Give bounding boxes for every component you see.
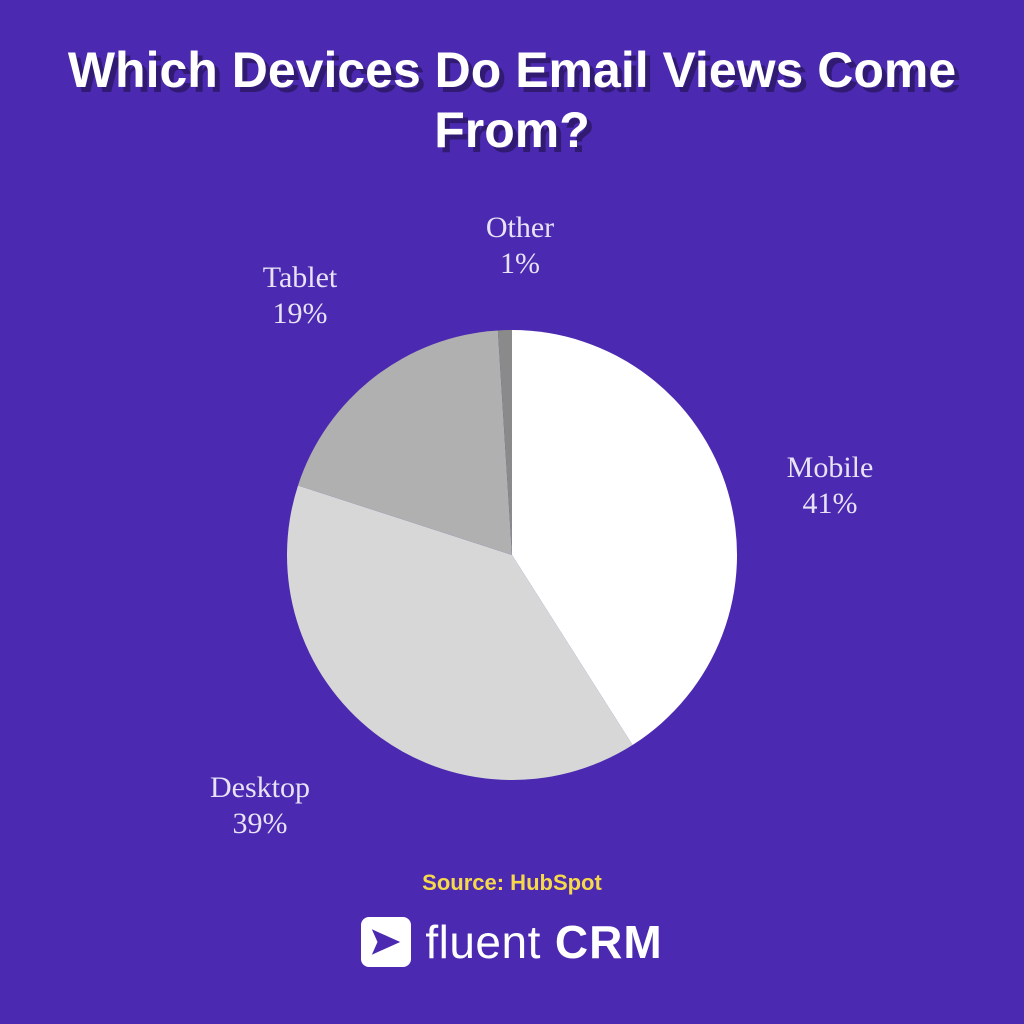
- slice-label-tablet: Tablet 19%: [190, 260, 410, 332]
- slice-label-pct: 19%: [190, 296, 410, 332]
- slice-label-text: Mobile: [720, 450, 940, 486]
- slice-label-text: Other: [410, 210, 630, 246]
- brand-inner: fluent CRM: [361, 915, 662, 969]
- pie-chart: [287, 330, 737, 785]
- brand-logo-icon: [361, 917, 411, 967]
- slice-label-pct: 1%: [410, 246, 630, 282]
- infographic-canvas: Which Devices Do Email Views Come From? …: [0, 0, 1024, 1024]
- brand-footer: fluent CRM: [0, 915, 1024, 969]
- slice-label-other: Other 1%: [410, 210, 630, 282]
- source-text: Source: HubSpot: [422, 870, 602, 895]
- brand-word-fluent: fluent: [425, 915, 541, 969]
- slice-label-text: Tablet: [190, 260, 410, 296]
- slice-label-desktop: Desktop 39%: [150, 770, 370, 842]
- slice-label-pct: 39%: [150, 806, 370, 842]
- paper-plane-icon: [369, 925, 403, 959]
- slice-label-mobile: Mobile 41%: [720, 450, 940, 522]
- source-attribution: Source: HubSpot: [0, 870, 1024, 896]
- chart-title: Which Devices Do Email Views Come From?: [0, 40, 1024, 160]
- slice-label-text: Desktop: [150, 770, 370, 806]
- pie-svg: [287, 330, 737, 780]
- brand-word-crm: CRM: [555, 915, 663, 969]
- slice-label-pct: 41%: [720, 486, 940, 522]
